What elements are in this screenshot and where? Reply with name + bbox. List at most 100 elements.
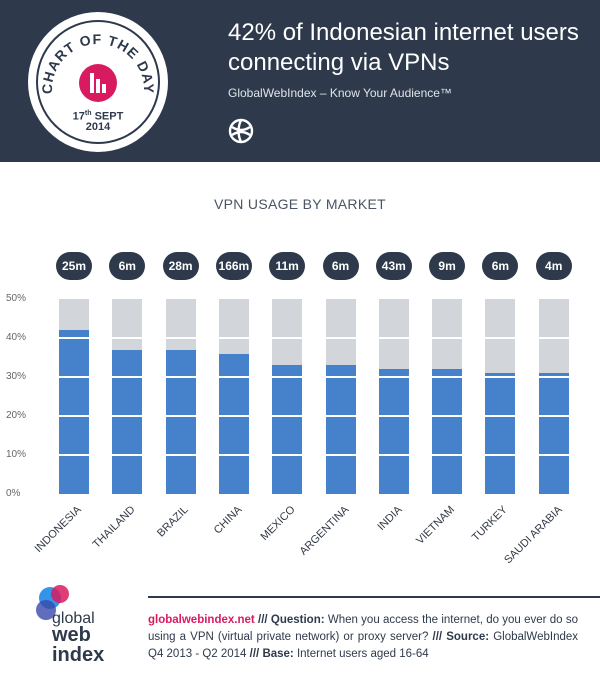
badge-day: 17	[72, 110, 85, 123]
globalwebindex-logo: global web index	[0, 570, 140, 695]
x-tick-label: INDONESIA	[32, 503, 84, 556]
bar-value	[59, 330, 89, 494]
y-tick-label: 30%	[6, 371, 27, 382]
footer-divider	[148, 596, 600, 598]
bar-gridline	[325, 337, 356, 339]
base-label: Base:	[262, 648, 294, 660]
user-count-badge: 166m	[215, 252, 252, 280]
bar-value	[218, 353, 249, 494]
user-count-badge: 43m	[375, 252, 412, 280]
bar-gridline	[378, 337, 409, 339]
badge-month: SEPT	[94, 110, 124, 123]
bar-gridline	[59, 454, 89, 456]
bar-gridline	[218, 337, 249, 339]
y-tick-label: 40%	[6, 332, 27, 343]
bar-value	[538, 373, 569, 494]
user-count-badge: 11m	[269, 252, 306, 280]
bar-gridline	[378, 376, 409, 378]
x-tick-label: THAILAND	[90, 503, 138, 551]
logo-global: global	[52, 610, 95, 627]
source-label: Source:	[446, 631, 490, 643]
bar-gridline	[325, 376, 356, 378]
y-tick-label: 50%	[6, 293, 27, 304]
source-sep: ///	[432, 631, 447, 643]
x-tick-label: VIETNAM	[414, 503, 458, 547]
base-text: Internet users aged 16-64	[293, 648, 429, 660]
bar-value	[378, 369, 409, 494]
user-count-badge: 6m	[109, 252, 146, 280]
bar-gridline	[538, 415, 569, 417]
bar-gridline	[538, 454, 569, 456]
base-sep: ///	[249, 648, 263, 660]
footer-notes: globalwebindex.net /// Question: When yo…	[148, 612, 578, 663]
user-count-badge: 4m	[535, 252, 572, 280]
bar-gridline	[165, 337, 196, 339]
bar-gridline	[432, 376, 463, 378]
question-label: Question:	[270, 614, 325, 626]
bar-gridline	[538, 376, 569, 378]
site-link[interactable]: globalwebindex.net	[148, 614, 255, 626]
bar-gridline	[272, 454, 303, 456]
bar-gridline	[485, 376, 516, 378]
bar-chart-icon	[79, 64, 117, 102]
bar-gridline	[218, 415, 249, 417]
chart-title: VPN USAGE BY MARKET	[214, 196, 386, 212]
bar-gridline	[112, 454, 143, 456]
bar-value	[165, 349, 196, 494]
globe-icon	[228, 118, 254, 144]
bar-gridline	[59, 376, 89, 378]
bar-gridline	[165, 454, 196, 456]
bar-gridline	[272, 415, 303, 417]
bar-gridline	[378, 454, 409, 456]
user-count-badge: 6m	[482, 252, 519, 280]
x-tick-label: BRAZIL	[154, 503, 191, 540]
bar-gridline	[485, 337, 516, 339]
bar-gridline	[378, 415, 409, 417]
bar-gridline	[218, 376, 249, 378]
bar-gridline	[112, 376, 143, 378]
bar-gridline	[325, 415, 356, 417]
x-tick-label: TURKEY	[470, 503, 511, 544]
question-sep: ///	[254, 614, 271, 626]
bar-gridline	[432, 454, 463, 456]
bar-gridline	[538, 337, 569, 339]
logo-index: index	[52, 644, 105, 666]
bar-gridline	[485, 415, 516, 417]
bar-gridline	[272, 337, 303, 339]
badge-ring	[36, 20, 160, 144]
x-tick-label: CHINA	[211, 503, 245, 537]
user-count-badge: 28m	[162, 252, 199, 280]
logo-web: web	[52, 624, 91, 646]
badge-year: 2014	[85, 121, 111, 133]
bar-gridline	[218, 454, 249, 456]
user-count-badge: 6m	[322, 252, 359, 280]
x-tick-label: MEXICO	[258, 503, 298, 543]
bar-gridline	[59, 337, 89, 339]
header-banner: CHART OF THE DAY 17th SEPT 2014 42% of I…	[0, 0, 600, 162]
bar-gridline	[432, 337, 463, 339]
bar-value	[432, 369, 463, 494]
badge-day-suffix: th	[84, 110, 92, 117]
y-tick-label: 0%	[6, 488, 21, 499]
user-count-badge: 25m	[56, 252, 92, 280]
page-subtitle: GlobalWebIndex – Know Your Audience™	[228, 86, 452, 100]
x-tick-label: INDIA	[375, 503, 405, 533]
bar-gridline	[485, 454, 516, 456]
badge-date-line1: 17th SEPT	[28, 108, 168, 123]
bar-gridline	[112, 415, 143, 417]
source-text: GlobalWebIndex Q4 2013 - Q2 2014	[148, 631, 579, 660]
chart-of-the-day-badge: CHART OF THE DAY 17th SEPT 2014	[28, 12, 168, 152]
y-tick-label: 20%	[6, 410, 27, 421]
x-tick-label: ARGENTINA	[297, 503, 351, 558]
bar-gridline	[112, 337, 143, 339]
bar-gridline	[432, 415, 463, 417]
bar-value	[325, 365, 356, 494]
user-count-badge: 9m	[429, 252, 466, 280]
logo-circles-icon	[36, 585, 69, 620]
bar-gridline	[165, 415, 196, 417]
bar-gridline	[325, 454, 356, 456]
bar-gridline	[165, 376, 196, 378]
y-tick-label: 10%	[6, 449, 27, 460]
question-text: When you access the internet, do you eve…	[148, 614, 578, 643]
page-title: 42% of Indonesian internet users connect…	[228, 19, 579, 76]
